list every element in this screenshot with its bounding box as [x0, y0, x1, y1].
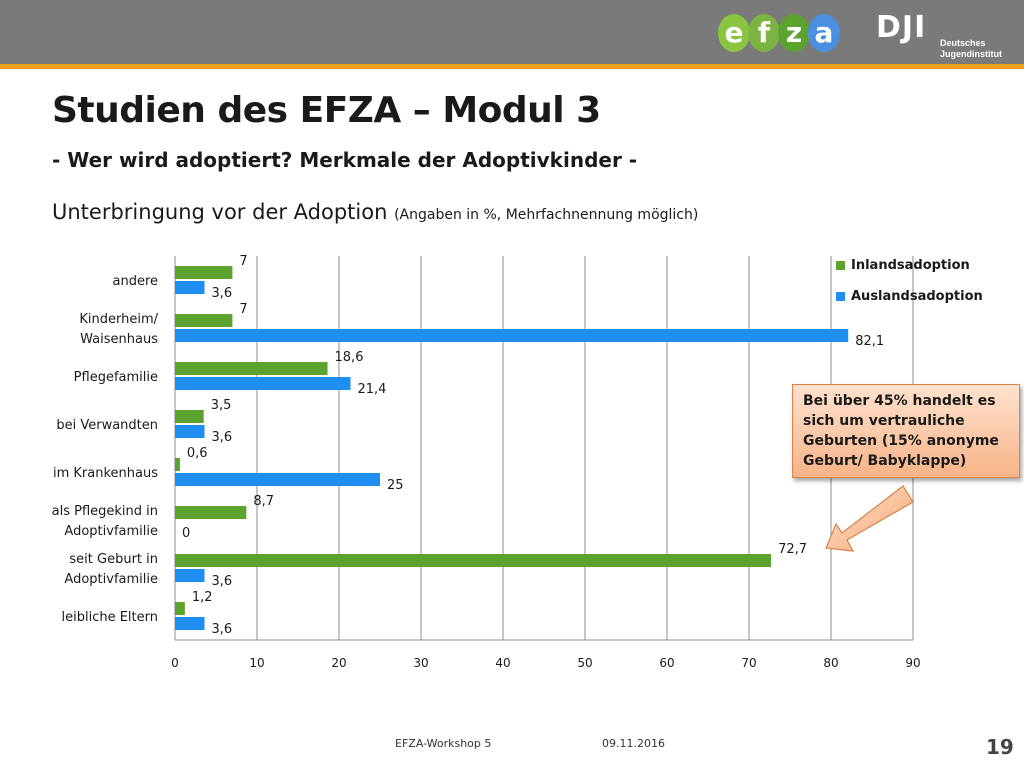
chart-heading: Unterbringung vor der Adoption (Angaben … [52, 200, 698, 224]
data-label: 7 [239, 254, 247, 269]
footer-event: EFZA-Workshop 5 [395, 737, 492, 750]
legend-item-inland: Inlandsadoption [836, 250, 983, 281]
bar-ausland [175, 569, 205, 582]
bar-inland [175, 362, 328, 375]
bar-ausland [175, 377, 351, 390]
x-tick-label: 40 [495, 656, 510, 670]
header-bar [0, 0, 1024, 64]
category-label: Kinderheim/ [79, 312, 158, 327]
bar-inland [175, 314, 233, 327]
data-label: 3,5 [211, 398, 232, 413]
category-label: Adoptivfamilie [64, 524, 158, 539]
efza-logo-letter: a [808, 14, 840, 52]
category-label: im Krankenhaus [53, 466, 158, 481]
x-tick-label: 60 [659, 656, 674, 670]
bar-inland [175, 506, 247, 519]
chart-legend: Inlandsadoption Auslandsadoption [836, 250, 983, 312]
slide-subtitle: - Wer wird adoptiert? Merkmale der Adopt… [52, 148, 638, 172]
category-label: Adoptivfamilie [64, 572, 158, 587]
category-label: Pflegefamilie [74, 370, 158, 385]
data-label: 82,1 [855, 334, 884, 349]
institute-name-line2: Jugendinstitut [940, 49, 1002, 59]
category-label: bei Verwandten [56, 418, 158, 433]
data-label: 72,7 [778, 542, 807, 557]
data-label: 3,6 [212, 286, 233, 301]
bar-inland [175, 602, 185, 615]
slide-title: Studien des EFZA – Modul 3 [52, 90, 601, 131]
legend-item-ausland: Auslandsadoption [836, 281, 983, 312]
efza-logo-letter: f [748, 14, 780, 52]
x-tick-label: 20 [331, 656, 346, 670]
chart-heading-note: (Angaben in %, Mehrfachnennung möglich) [394, 207, 699, 223]
data-label: 25 [387, 478, 404, 493]
data-label: 18,6 [335, 350, 364, 365]
legend-swatch-inland [836, 261, 845, 270]
bar-ausland [175, 473, 380, 486]
dji-logo: DJI [876, 10, 927, 45]
header-accent-line [0, 64, 1024, 69]
data-label: 3,6 [212, 430, 233, 445]
x-tick-label: 70 [741, 656, 756, 670]
category-label: leibliche Eltern [62, 610, 159, 625]
data-label: 7 [239, 302, 247, 317]
bar-inland [175, 554, 772, 567]
bar-inland [175, 410, 204, 423]
data-label: 8,7 [253, 494, 274, 509]
bar-inland [175, 266, 233, 279]
efza-logo-letter: z [778, 14, 810, 52]
legend-label-ausland: Auslandsadoption [851, 289, 983, 304]
data-label: 1,2 [192, 590, 213, 605]
data-label: 0,6 [187, 446, 208, 461]
bar-ausland [175, 281, 205, 294]
legend-label-inland: Inlandsadoption [851, 258, 970, 273]
bar-ausland [175, 425, 205, 438]
x-tick-label: 0 [171, 656, 179, 670]
bar-ausland [175, 617, 205, 630]
page-number: 19 [986, 735, 1014, 759]
institute-name-line1: Deutsches [940, 38, 986, 48]
data-label: 3,6 [212, 574, 233, 589]
chart-heading-main: Unterbringung vor der Adoption [52, 200, 388, 224]
category-label: Waisenhaus [80, 332, 158, 347]
legend-swatch-ausland [836, 292, 845, 301]
x-tick-label: 80 [823, 656, 838, 670]
footer-date: 09.11.2016 [602, 737, 665, 750]
bar-inland [175, 458, 180, 471]
callout-box: Bei über 45% handelt es sich um vertraul… [792, 384, 1020, 478]
category-label: andere [112, 274, 158, 289]
x-tick-label: 30 [413, 656, 428, 670]
data-label: 21,4 [357, 382, 386, 397]
efza-logo-letter: e [718, 14, 750, 52]
category-label: seit Geburt in [69, 552, 158, 567]
x-tick-label: 90 [905, 656, 920, 670]
x-tick-label: 10 [249, 656, 264, 670]
data-label: 0 [182, 526, 190, 541]
institute-name: Deutsches Jugendinstitut [940, 38, 1002, 60]
bar-ausland [175, 329, 849, 342]
category-label: als Pflegekind in [52, 504, 158, 519]
x-tick-label: 50 [577, 656, 592, 670]
data-label: 3,6 [212, 622, 233, 637]
